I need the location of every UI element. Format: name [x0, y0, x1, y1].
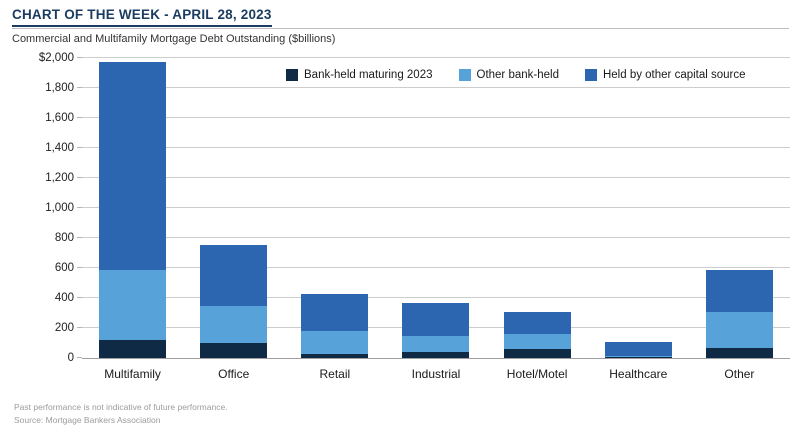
y-tick-1600 [77, 117, 82, 118]
gridline-600 [82, 267, 790, 268]
bar-segment [705, 270, 773, 313]
bar-segment [301, 331, 369, 354]
bar-column-office [183, 58, 284, 358]
x-axis-label: Other [724, 367, 755, 381]
y-tick-0 [77, 357, 82, 358]
gridline-1400 [82, 147, 790, 148]
gridline-400 [82, 297, 790, 298]
legend-swatch-icon [458, 69, 471, 81]
x-axis-label: Multifamily [104, 367, 161, 381]
bar-column-hotel-motel [487, 58, 588, 358]
legend-swatch-icon [584, 69, 597, 81]
bar-segment [604, 342, 672, 356]
bars-layer [82, 58, 790, 358]
y-axis-label-1200: 1,200 [45, 172, 74, 184]
y-tick-1000 [77, 207, 82, 208]
bar-segment [604, 355, 672, 358]
bar-segment [99, 340, 167, 358]
legend-item: Bank-held maturing 2023 [286, 69, 433, 81]
gridline-1000 [82, 207, 790, 208]
x-axis-label: Healthcare [609, 367, 668, 381]
y-axis-label-600: 600 [54, 262, 74, 274]
y-axis-label-200: 200 [54, 322, 74, 334]
y-tick-800 [77, 237, 82, 238]
bar-column-multifamily [82, 58, 183, 358]
y-tick-1200 [77, 177, 82, 178]
gridline-1800 [82, 87, 790, 88]
bar-segment [705, 312, 773, 348]
stacked-bar [604, 342, 672, 358]
bar-segment [200, 343, 268, 358]
y-tick-200 [77, 327, 82, 328]
bar-segment [200, 305, 268, 343]
legend-item: Held by other capital source [584, 69, 746, 81]
gridline-800 [82, 237, 790, 238]
bar-segment [402, 335, 470, 352]
stacked-bar [200, 244, 268, 358]
chart-subtitle: Commercial and Multifamily Mortgage Debt… [12, 33, 336, 45]
bar-segment [402, 352, 470, 358]
legend-swatch-icon [286, 69, 298, 81]
gridline-1600 [82, 117, 790, 118]
bar-segment [402, 303, 470, 336]
y-axis-label-1400: 1,400 [45, 142, 74, 154]
x-axis-label: Retail [319, 367, 351, 381]
disclaimer-text: Past performance is not indicative of fu… [14, 402, 228, 412]
stacked-bar [503, 311, 571, 358]
y-tick-2000 [77, 57, 82, 58]
bar-segment [705, 347, 773, 358]
bar-segment [301, 293, 369, 331]
bar-column-retail [284, 58, 385, 358]
y-tick-1800 [77, 87, 82, 88]
y-axis-label-800: 800 [54, 232, 74, 244]
bar-segment [99, 61, 167, 271]
chart-legend: Bank-held maturing 2023 Other bank-held He… [286, 69, 746, 81]
stacked-bar [301, 293, 369, 358]
gridline-2000 [82, 57, 790, 58]
y-axis-label-2000: $2,000 [38, 52, 74, 64]
bar-segment [503, 349, 571, 358]
y-tick-400 [77, 297, 82, 298]
bar-column-other [689, 58, 790, 358]
bar-column-healthcare [588, 58, 689, 358]
legend-label: Other bank-held [476, 69, 559, 81]
bar-segment [604, 357, 672, 358]
plot-area: $2,000 1,800 1,600 1,400 1,200 1,000 800 600 400… [39, 52, 790, 364]
page-header: CHART OF THE WEEK - APRIL 28, 2023 [12, 6, 789, 29]
bar-segment [200, 244, 268, 306]
legend-label: Held by other capital source [602, 69, 746, 81]
stacked-bar [99, 61, 167, 358]
y-axis-label-0: 0 [67, 352, 74, 364]
y-axis-label-400: 400 [54, 292, 74, 304]
y-axis-label-1800: 1,800 [45, 82, 74, 94]
y-axis-label-1600: 1,600 [45, 112, 74, 124]
y-tick-600 [77, 267, 82, 268]
x-axis-label: Hotel/Motel [506, 367, 568, 381]
y-tick-1400 [77, 147, 82, 148]
x-axis-labels: Multifamily Office Retail Industrial Hotel/M… [82, 367, 790, 381]
legend-item: Other bank-held [458, 69, 559, 81]
x-axis-label: Office [218, 367, 250, 381]
page-title: CHART OF THE WEEK - APRIL 28, 2023 [12, 7, 272, 27]
stacked-bar [402, 303, 470, 358]
stacked-bar [705, 270, 773, 358]
gridline-1200 [82, 177, 790, 178]
bar-segment [503, 311, 571, 334]
bar-segment [503, 334, 571, 349]
y-axis-label-1000: 1,000 [45, 202, 74, 214]
bar-segment [301, 353, 369, 358]
chart-footer: Past performance is not indicative of fu… [14, 401, 228, 427]
source-text: Source: Mortgage Bankers Association [14, 415, 161, 426]
bar-segment [99, 270, 167, 340]
legend-label: Bank-held maturing 2023 [304, 69, 433, 81]
bar-column-industrial [385, 58, 486, 358]
x-axis-label: Industrial [411, 367, 461, 381]
